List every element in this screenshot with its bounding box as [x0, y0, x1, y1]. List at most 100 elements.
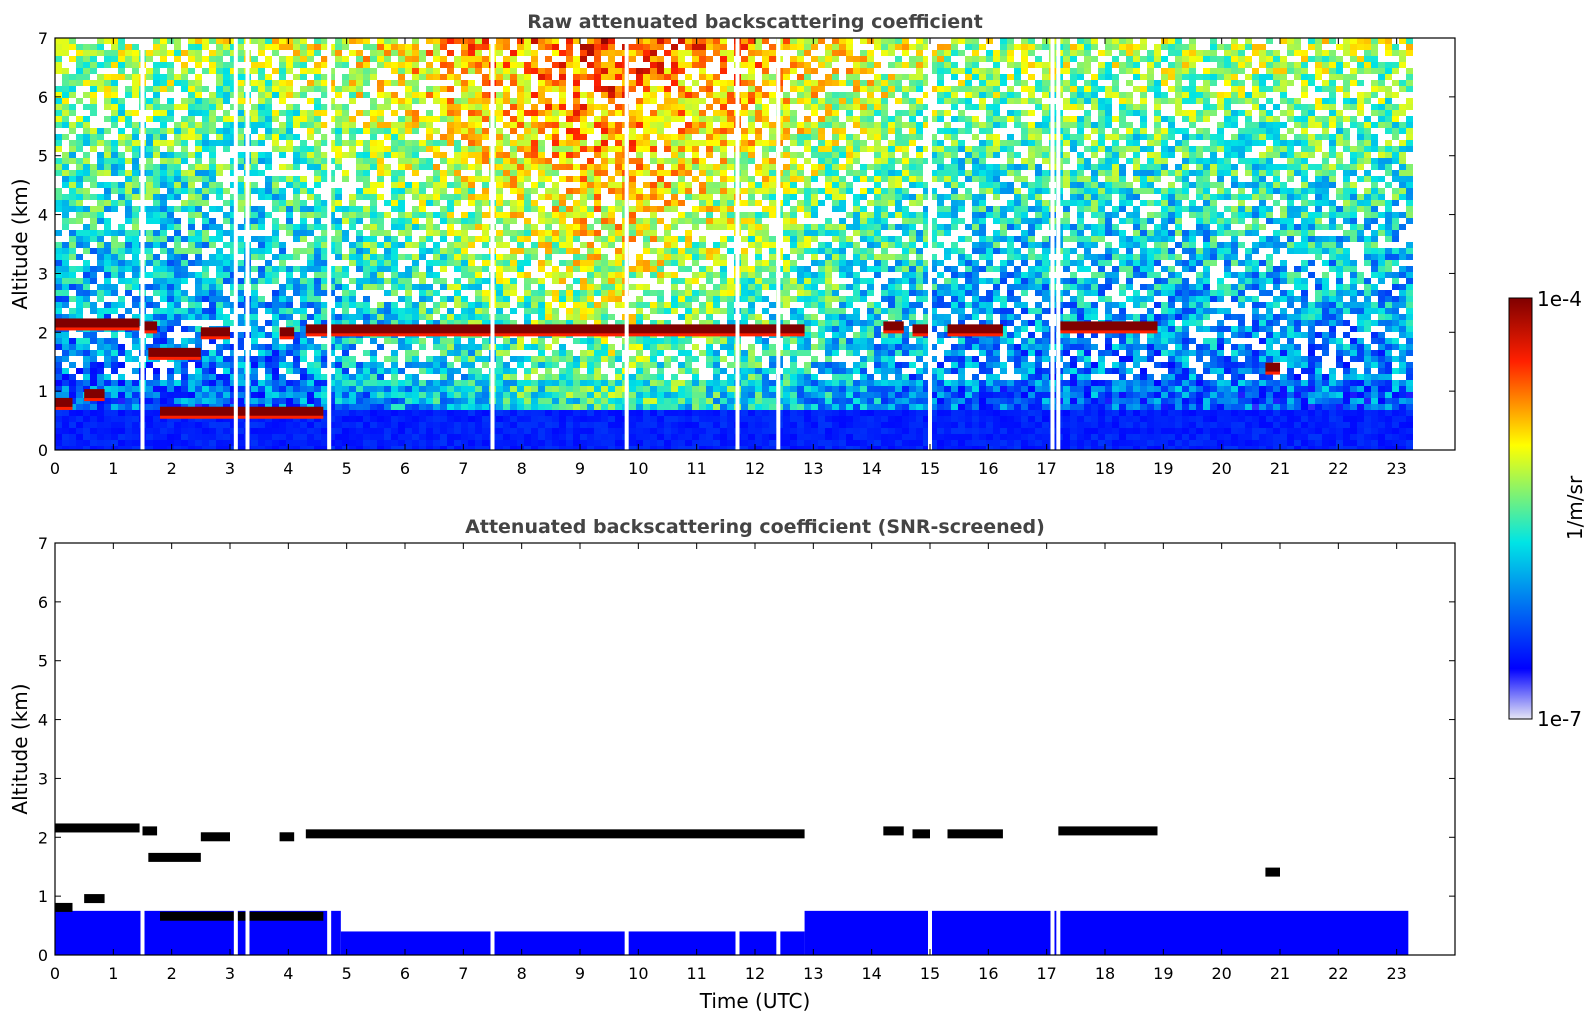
- heatmap-cell: [580, 320, 587, 326]
- heatmap-cell: [314, 80, 321, 86]
- heatmap-cell: [636, 416, 643, 422]
- heatmap-cell: [552, 62, 559, 68]
- heatmap-cell: [237, 416, 244, 422]
- heatmap-cell: [230, 260, 237, 266]
- heatmap-cell: [594, 122, 601, 128]
- heatmap-cell: [216, 272, 223, 278]
- heatmap-cell: [153, 266, 160, 272]
- heatmap-cell: [601, 164, 608, 170]
- heatmap-cell: [335, 242, 342, 248]
- heatmap-cell: [195, 308, 202, 314]
- heatmap-cell: [587, 368, 594, 374]
- heatmap-cell: [510, 98, 517, 104]
- heatmap-cell: [188, 80, 195, 86]
- heatmap-cell: [237, 290, 244, 296]
- heatmap-cell: [538, 74, 545, 80]
- heatmap-cell: [300, 326, 307, 332]
- heatmap-cell: [384, 266, 391, 272]
- heatmap-cell: [587, 398, 594, 404]
- heatmap-cell: [454, 404, 461, 410]
- heatmap-cell: [433, 260, 440, 266]
- heatmap-cell: [132, 170, 139, 176]
- heatmap-cell: [545, 380, 552, 386]
- heatmap-cell: [342, 74, 349, 80]
- heatmap-cell: [216, 134, 223, 140]
- heatmap-cell: [181, 170, 188, 176]
- heatmap-cell: [615, 92, 622, 98]
- heatmap-cell: [580, 290, 587, 296]
- heatmap-cell: [433, 410, 440, 416]
- heatmap-cell: [587, 224, 594, 230]
- heatmap-cell: [202, 362, 209, 368]
- heatmap-cell: [321, 80, 328, 86]
- heatmap-cell: [97, 338, 104, 344]
- heatmap-cell: [608, 122, 615, 128]
- heatmap-cell: [97, 368, 104, 374]
- heatmap-cell: [671, 146, 678, 152]
- heatmap-cell: [405, 416, 412, 422]
- heatmap-cell: [230, 170, 237, 176]
- heatmap-cell: [293, 440, 300, 446]
- heatmap-cell: [153, 200, 160, 206]
- heatmap-cell: [188, 182, 195, 188]
- heatmap-cell: [83, 440, 90, 446]
- heatmap-cell: [538, 314, 545, 320]
- heatmap-cell: [118, 116, 125, 122]
- heatmap-cell: [146, 230, 153, 236]
- heatmap-cell: [321, 320, 328, 326]
- heatmap-cell: [412, 398, 419, 404]
- heatmap-cell: [111, 92, 118, 98]
- heatmap-cell: [307, 86, 314, 92]
- heatmap-cell: [531, 386, 538, 392]
- heatmap-cell: [615, 404, 622, 410]
- heatmap-cell: [615, 350, 622, 356]
- heatmap-cell: [314, 368, 321, 374]
- heatmap-cell: [335, 272, 342, 278]
- heatmap-cell: [209, 128, 216, 134]
- heatmap-cell: [167, 38, 174, 44]
- heatmap-cell: [657, 446, 664, 450]
- heatmap-cell: [202, 224, 209, 230]
- heatmap-cell: [685, 98, 692, 104]
- heatmap-cell: [594, 182, 601, 188]
- heatmap-cell: [167, 422, 174, 428]
- heatmap-cell: [440, 194, 447, 200]
- heatmap-cell: [160, 272, 167, 278]
- heatmap-cell: [342, 176, 349, 182]
- heatmap-cell: [69, 344, 76, 350]
- heatmap-cell: [496, 422, 503, 428]
- heatmap-cell: [391, 290, 398, 296]
- heatmap-cell: [314, 242, 321, 248]
- heatmap-cell: [125, 308, 132, 314]
- heatmap-cell: [118, 386, 125, 392]
- heatmap-cell: [587, 176, 594, 182]
- heatmap-cell: [496, 212, 503, 218]
- heatmap-cell: [104, 392, 111, 398]
- heatmap-cell: [657, 260, 664, 266]
- heatmap-cell: [433, 194, 440, 200]
- heatmap-cell: [552, 134, 559, 140]
- heatmap-cell: [419, 116, 426, 122]
- heatmap-cell: [167, 140, 174, 146]
- heatmap-cell: [286, 224, 293, 230]
- heatmap-cell: [482, 344, 489, 350]
- heatmap-cell: [272, 224, 279, 230]
- heatmap-cell: [566, 206, 573, 212]
- heatmap-cell: [447, 104, 454, 110]
- heatmap-cell: [55, 188, 62, 194]
- heatmap-cell: [454, 380, 461, 386]
- heatmap-cell: [454, 230, 461, 236]
- heatmap-cell: [531, 356, 538, 362]
- heatmap-cell: [650, 290, 657, 296]
- heatmap-cell: [202, 188, 209, 194]
- heatmap-cell: [55, 410, 62, 416]
- heatmap-cell: [405, 230, 412, 236]
- heatmap-cell: [629, 128, 636, 134]
- heatmap-cell: [279, 266, 286, 272]
- heatmap-cell: [349, 194, 356, 200]
- heatmap-cell: [111, 242, 118, 248]
- heatmap-cell: [174, 320, 181, 326]
- heatmap-cell: [391, 356, 398, 362]
- heatmap-cell: [629, 272, 636, 278]
- heatmap-cell: [538, 344, 545, 350]
